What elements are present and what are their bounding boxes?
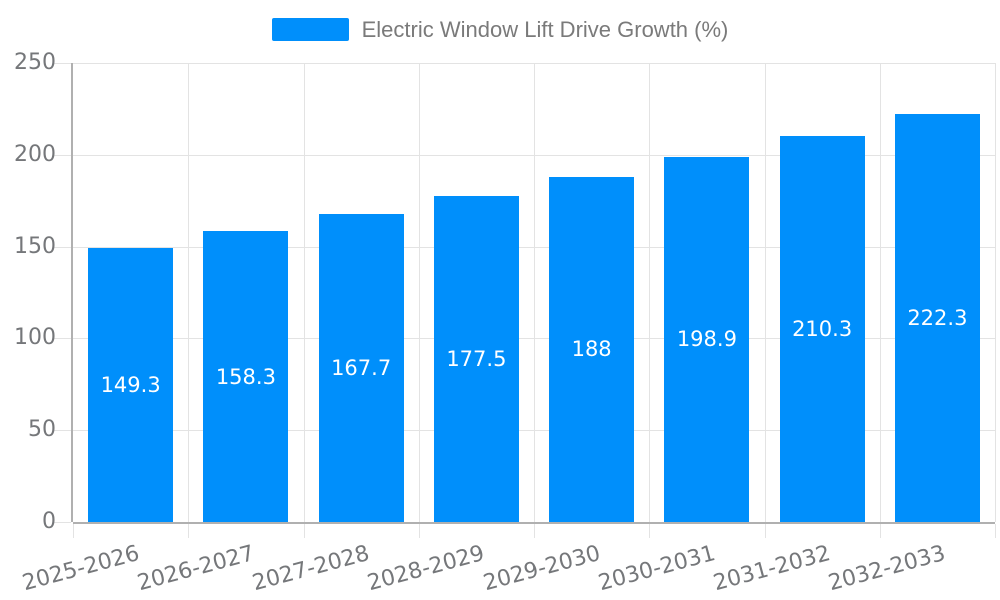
x-tick-label: 2026-2027: [134, 541, 258, 597]
bar[interactable]: 188: [549, 176, 635, 522]
bar-value-label: 222.3: [907, 305, 968, 330]
y-tick: [54, 338, 71, 340]
y-tick-label: 250: [14, 50, 56, 75]
x-tick-label: 2030-2031: [595, 541, 719, 597]
bar-value-label: 210.3: [792, 316, 853, 341]
x-tick: [534, 524, 535, 538]
bar[interactable]: 167.7: [318, 214, 404, 522]
y-tick: [54, 63, 71, 64]
bar-value-label: 167.7: [331, 356, 392, 381]
legend-label: Electric Window Lift Drive Growth (%): [361, 17, 729, 42]
bar-value-label: 158.3: [215, 364, 276, 389]
x-tick: [419, 524, 420, 538]
y-axis-line: [71, 63, 73, 522]
x-tick-label: 2031-2032: [711, 541, 834, 597]
x-tick: [73, 524, 74, 538]
x-tick-label: 2029-2030: [480, 541, 603, 597]
bar[interactable]: 222.3: [894, 113, 980, 522]
y-tick: [54, 430, 71, 432]
plot-area: 149.3 158.3 167.7 177.5 188 198.9 210.3 222.3: [73, 63, 996, 522]
x-axis-line: [73, 522, 995, 524]
y-tick: [54, 522, 71, 523]
x-gridline: [304, 63, 305, 522]
bar[interactable]: 149.3: [88, 247, 174, 522]
y-tick-label: 50: [28, 417, 56, 443]
x-tick-label: 2032-2033: [826, 541, 949, 597]
bar-value-label: 177.5: [446, 347, 507, 372]
bar[interactable]: 210.3: [779, 135, 865, 522]
x-tick: [880, 524, 881, 538]
x-gridline: [649, 63, 650, 522]
legend-marker-icon: [271, 18, 349, 41]
bar[interactable]: 158.3: [203, 231, 289, 522]
x-gridline: [534, 63, 535, 522]
x-gridline: [419, 63, 420, 522]
y-tick-label: 100: [14, 325, 56, 351]
y-tick-label: 0: [42, 509, 56, 534]
x-tick: [188, 524, 189, 538]
y-tick-label: 200: [14, 141, 56, 167]
legend[interactable]: Electric Window Lift Drive Growth (%): [0, 18, 1000, 41]
y-tick: [54, 154, 71, 156]
x-tick-label: 2027-2028: [250, 541, 373, 597]
x-tick: [649, 524, 650, 538]
x-tick-label: 2025-2026: [19, 541, 142, 597]
x-gridline: [995, 63, 996, 522]
x-gridline: [188, 63, 189, 522]
x-tick: [765, 524, 766, 538]
y-tick-label: 150: [14, 233, 56, 259]
x-gridline: [880, 63, 881, 522]
x-tick-label: 2028-2029: [365, 541, 488, 597]
x-tick: [995, 524, 996, 538]
bar-value-label: 149.3: [100, 372, 161, 397]
x-tick: [304, 524, 305, 538]
bar-value-label: 188: [571, 337, 612, 362]
x-gridline: [765, 63, 766, 522]
bar[interactable]: 198.9: [664, 156, 750, 522]
bar-value-label: 198.9: [676, 327, 737, 352]
bar[interactable]: 177.5: [433, 196, 519, 522]
y-tick: [54, 246, 71, 248]
